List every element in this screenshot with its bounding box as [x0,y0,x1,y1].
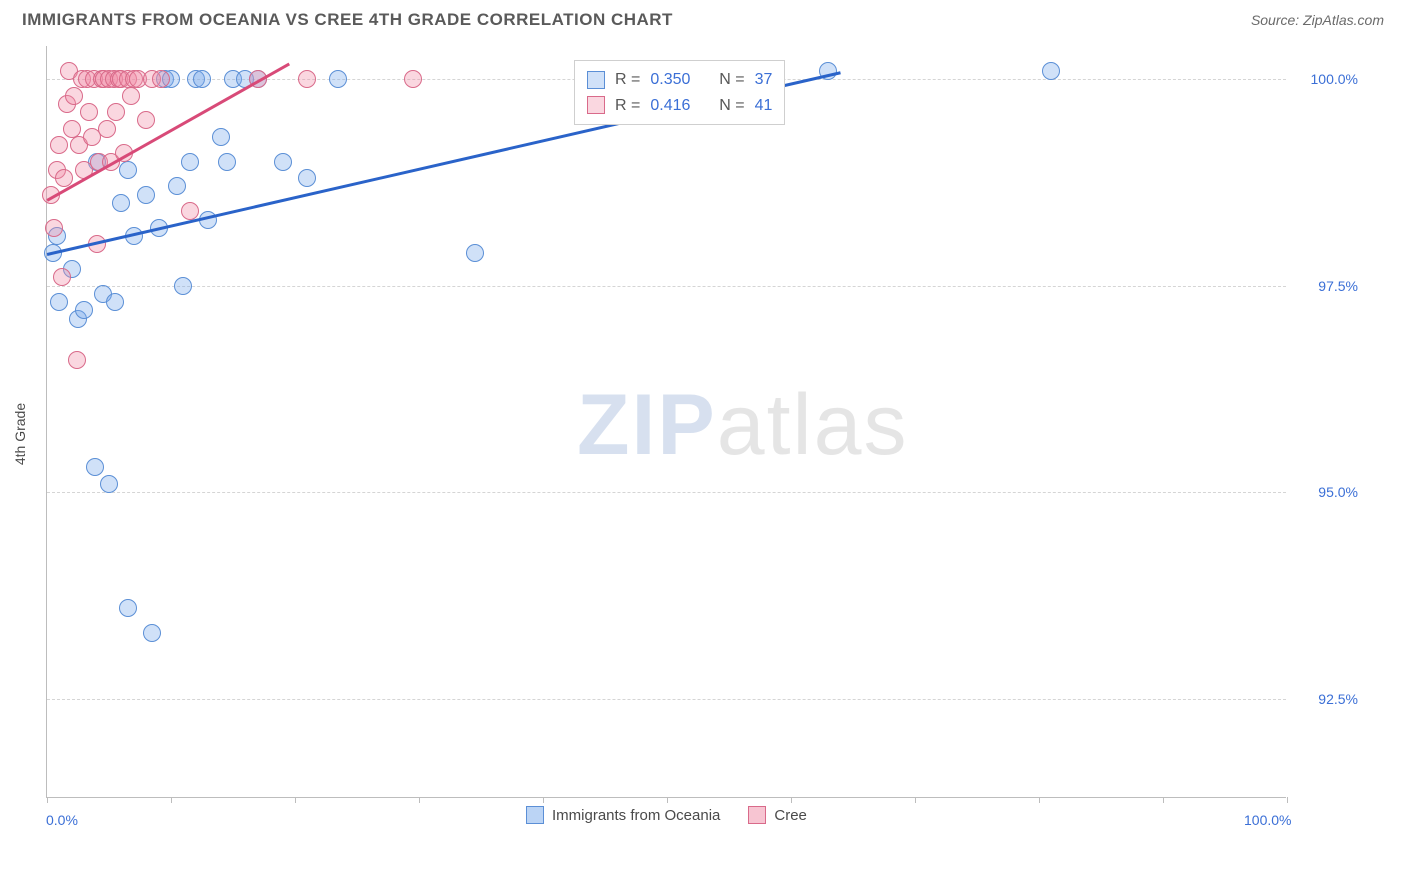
scatter-point [329,70,347,88]
source-label: Source: ZipAtlas.com [1251,12,1384,28]
title-bar: IMMIGRANTS FROM OCEANIA VS CREE 4TH GRAD… [0,0,1406,36]
x-tick-mark [915,797,916,803]
gridline-h [47,492,1286,493]
scatter-point [107,103,125,121]
legend-label: Immigrants from Oceania [552,807,720,824]
scatter-point [112,194,130,212]
scatter-point [298,70,316,88]
scatter-point [53,268,71,286]
scatter-point [137,186,155,204]
legend-swatch [526,806,544,824]
y-tick-label: 100.0% [1311,71,1358,87]
scatter-point [143,624,161,642]
chart-title: IMMIGRANTS FROM OCEANIA VS CREE 4TH GRAD… [22,10,673,30]
scatter-point [298,169,316,187]
y-tick-label: 95.0% [1318,484,1358,500]
plot-wrap: ZIPatlas 92.5% 95.0% 97.5% 100.0% R = 0.350 … [46,46,1366,822]
x-tick-mark [419,797,420,803]
watermark-zip: ZIP [577,377,717,473]
scatter-point [80,103,98,121]
scatter-point [218,153,236,171]
gridline-h [47,286,1286,287]
y-tick-label: 97.5% [1318,278,1358,294]
stat-n-label: N = [719,93,744,119]
stat-n-value: 37 [755,67,773,93]
scatter-point [50,293,68,311]
stat-r-label: R = [615,67,640,93]
scatter-point [181,202,199,220]
x-tick-mark [1287,797,1288,803]
scatter-point [98,120,116,138]
gridline-h [47,699,1286,700]
legend-label: Cree [774,807,807,824]
watermark-atlas: atlas [717,377,909,473]
scatter-point [119,599,137,617]
x-tick-mark [171,797,172,803]
stat-n-label: N = [719,67,744,93]
scatter-point [1042,62,1060,80]
stats-row: R = 0.350 N = 37 [587,67,772,93]
x-tick-mark [543,797,544,803]
stat-r-label: R = [615,93,640,119]
y-tick-label: 92.5% [1318,691,1358,707]
scatter-point [181,153,199,171]
stat-n-value: 41 [755,93,773,119]
scatter-point [122,87,140,105]
legend-swatch [587,71,605,89]
scatter-point [212,128,230,146]
stats-row: R = 0.416 N = 41 [587,93,772,119]
x-axis-max-label: 100.0% [1244,812,1291,828]
scatter-point [86,458,104,476]
x-tick-mark [295,797,296,803]
scatter-point [193,70,211,88]
watermark: ZIPatlas [577,376,908,475]
stat-r-value: 0.350 [650,67,690,93]
legend: Immigrants from Oceania Cree [526,806,807,824]
x-tick-mark [1039,797,1040,803]
legend-swatch [587,96,605,114]
scatter-point [152,70,170,88]
scatter-point [100,475,118,493]
legend-item: Immigrants from Oceania [526,806,720,824]
x-tick-mark [47,797,48,803]
x-axis-min-label: 0.0% [46,812,78,828]
scatter-point [119,161,137,179]
y-axis-label: 4th Grade [12,403,28,465]
plot-area: ZIPatlas 92.5%95.0%97.5%100.0%R = 0.350 … [46,46,1286,798]
scatter-point [174,277,192,295]
scatter-point [45,219,63,237]
scatter-point [274,153,292,171]
legend-swatch [748,806,766,824]
scatter-point [168,177,186,195]
stats-box: R = 0.350 N = 37R = 0.416 N = 41 [574,60,785,125]
scatter-point [106,293,124,311]
scatter-point [75,301,93,319]
legend-item: Cree [748,806,807,824]
scatter-point [466,244,484,262]
scatter-point [404,70,422,88]
scatter-point [137,111,155,129]
x-tick-mark [667,797,668,803]
stat-r-value: 0.416 [650,93,690,119]
x-tick-mark [1163,797,1164,803]
scatter-point [65,87,83,105]
x-tick-mark [791,797,792,803]
scatter-point [68,351,86,369]
scatter-point [63,120,81,138]
scatter-point [50,136,68,154]
